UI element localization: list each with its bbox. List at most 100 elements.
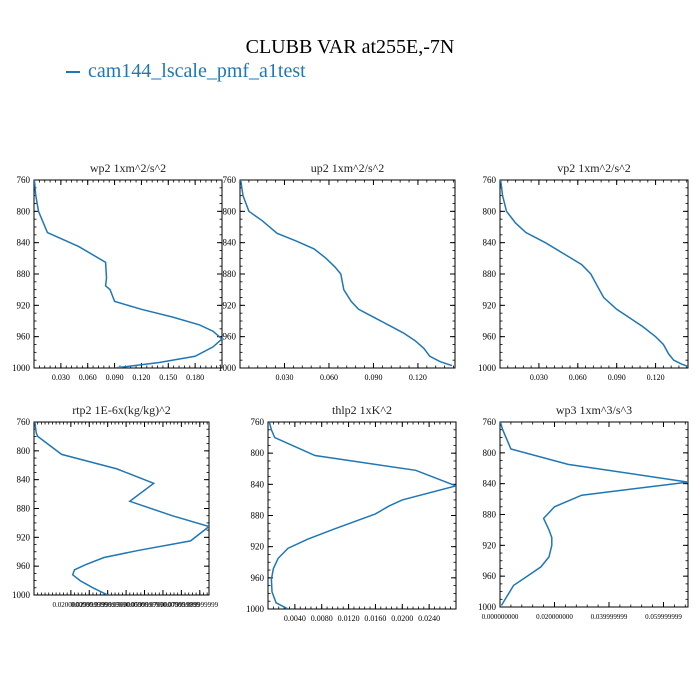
x-tick-label: 0.0240: [418, 614, 440, 623]
panel-title: vp2 1xm^2/s^2: [557, 161, 631, 175]
x-tick-label: 0.150: [159, 373, 177, 382]
y-tick-label: 800: [223, 206, 237, 216]
y-tick-label: 880: [483, 269, 497, 279]
y-tick-label: 880: [17, 269, 31, 279]
x-tick-label: 0.060: [320, 373, 338, 382]
chart-panel-2: up2 1xm^2/s^2 760 800 840 880 920 960 1000 0.030…: [218, 161, 456, 382]
x-tick-label: 0.090: [364, 373, 382, 382]
y-tick-label: 1000: [478, 602, 497, 612]
x-tick-label: 0.000000000: [482, 613, 519, 621]
x-tick-label: 0.0120: [338, 614, 360, 623]
series-line-1: [500, 422, 688, 606]
chart-panel-1: wp2 1xm^2/s^2 760 800 840 880 920 960 1000 0.030…: [12, 161, 223, 382]
y-tick-label: 760: [223, 175, 237, 185]
y-tick-label: 760: [483, 417, 497, 427]
x-tick-label: 0.090: [608, 373, 626, 382]
series-line-1: [34, 422, 209, 595]
x-tick-label: 0.0080: [311, 614, 333, 623]
y-tick-label: 1000: [218, 363, 237, 373]
y-tick-label: 760: [251, 417, 265, 427]
x-tick-label: 0.0160: [364, 614, 386, 623]
y-tick-label: 880: [223, 269, 237, 279]
y-tick-label: 800: [483, 206, 497, 216]
y-tick-label: 760: [17, 175, 31, 185]
y-tick-label: 1000: [478, 363, 497, 373]
x-tick-label: 0.0200: [391, 614, 413, 623]
y-tick-label: 800: [483, 448, 497, 458]
plot-frame: [33, 421, 210, 596]
y-tick-label: 920: [17, 300, 31, 310]
y-tick-label: 1000: [12, 590, 31, 600]
y-tick-label: 960: [223, 332, 237, 342]
chart-panel-3: vp2 1xm^2/s^2 760 800 840 880 920 960 1000 0.030…: [478, 161, 689, 382]
x-tick-label: 0.089999999: [181, 601, 218, 609]
x-tick-label: 0.039999999: [591, 613, 628, 621]
plot-frame: [33, 179, 223, 369]
panel-title: up2 1xm^2/s^2: [311, 161, 385, 175]
x-tick-label: 0.120: [409, 373, 427, 382]
y-tick-label: 840: [483, 479, 497, 489]
y-tick-label: 880: [251, 511, 265, 521]
panel-title: rtp2 1E-6x(kg/kg)^2: [72, 403, 171, 417]
y-tick-label: 1000: [12, 363, 31, 373]
y-tick-label: 960: [17, 561, 31, 571]
x-tick-label: 0.030: [52, 373, 70, 382]
y-tick-label: 880: [483, 510, 497, 520]
y-tick-label: 800: [251, 448, 265, 458]
legend-entry: cam144_lscale_pmf_a1test: [66, 60, 306, 83]
y-tick-label: 840: [483, 238, 497, 248]
x-tick-label: 0.030: [530, 373, 548, 382]
x-tick-label: 0.020000000: [52, 601, 89, 609]
x-tick-label: 0.030: [275, 373, 293, 382]
plot-frame: [267, 421, 457, 610]
y-tick-label: 840: [251, 479, 265, 489]
chart-panel-6: wp3 1xm^3/s^3 760 800 840 880 920 960 10000.000…: [478, 403, 689, 621]
x-tick-label: 0.059999999: [645, 613, 682, 621]
y-tick-label: 840: [223, 238, 237, 248]
x-tick-label: 0.029999999: [71, 601, 108, 609]
panel-title: wp3 1xm^3/s^3: [556, 403, 632, 417]
y-tick-label: 960: [17, 332, 31, 342]
series-line-1: [268, 422, 456, 609]
x-tick-label: 0.180: [186, 373, 204, 382]
x-tick-label: 0.060: [569, 373, 587, 382]
series-line-1: [500, 180, 688, 368]
chart-panel-4: rtp2 1E-6x(kg/kg)^2 760 800 840 880 920 960 100…: [12, 403, 219, 609]
plot-frame: [239, 179, 456, 369]
x-tick-label: 0.020000000: [536, 613, 573, 621]
x-tick-label: 0.039999999: [89, 601, 126, 609]
legend-line-swatch: [66, 71, 80, 74]
y-tick-label: 960: [483, 332, 497, 342]
y-tick-label: 840: [17, 238, 31, 248]
y-tick-label: 880: [17, 504, 31, 514]
y-tick-label: 800: [17, 206, 31, 216]
y-tick-label: 760: [483, 175, 497, 185]
y-tick-label: 760: [17, 417, 31, 427]
x-tick-label: 0.060: [79, 373, 97, 382]
x-tick-label: 0.0040: [284, 614, 306, 623]
x-tick-label: 0.079999999: [163, 601, 200, 609]
x-tick-label: 0.050000000: [108, 601, 145, 609]
x-tick-label: 0.090: [106, 373, 124, 382]
y-tick-label: 1000: [246, 604, 265, 614]
x-tick-label: 0.059999999: [126, 601, 163, 609]
plot-frame: [499, 179, 689, 369]
series-line-1: [34, 180, 222, 368]
y-tick-label: 920: [251, 542, 265, 552]
y-tick-label: 840: [17, 475, 31, 485]
panel-title: thlp2 1xK^2: [332, 403, 392, 417]
plot-frame: [499, 421, 689, 608]
x-tick-label: 0.120: [647, 373, 665, 382]
y-tick-label: 920: [17, 532, 31, 542]
y-tick-label: 920: [483, 300, 497, 310]
figure-title: CLUBB VAR at255E,-7N: [245, 36, 455, 58]
legend-label: cam144_lscale_pmf_a1test: [88, 60, 306, 82]
y-tick-label: 960: [483, 571, 497, 581]
x-tick-label: 0.070000000: [145, 601, 182, 609]
y-tick-label: 960: [251, 573, 265, 583]
x-tick-label: 0.120: [132, 373, 150, 382]
y-tick-label: 800: [17, 446, 31, 456]
chart-panel-5: thlp2 1xK^2 760 800 840 880 920 960 1000 0.0040 0…: [246, 403, 457, 623]
y-tick-label: 920: [223, 300, 237, 310]
